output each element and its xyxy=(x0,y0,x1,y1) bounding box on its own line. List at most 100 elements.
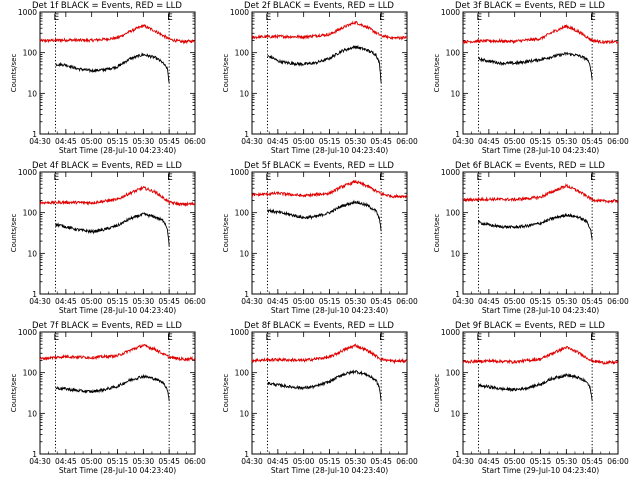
marker-label: E xyxy=(54,173,60,183)
plot-frame xyxy=(251,11,408,135)
x-tick-label: 05:00 xyxy=(81,297,103,306)
x-axis-label: Start Time (29-Jul-10 04:23:40) xyxy=(482,466,599,475)
y-tick-label: 1 xyxy=(32,290,37,299)
series-line xyxy=(55,52,170,84)
y-tick-label: 100 xyxy=(235,49,250,58)
x-tick-label: 05:45 xyxy=(581,137,603,146)
x-tick-label: 05:00 xyxy=(504,297,526,306)
y-tick-label: 10 xyxy=(239,249,249,258)
x-axis-label: Start Time (28-Jul-10 04:23:40) xyxy=(271,146,388,155)
x-tick-label: 05:45 xyxy=(581,457,603,466)
x-tick-label: 05:00 xyxy=(293,457,315,466)
y-tick-label: 1000 xyxy=(441,328,460,337)
chart-panel: Det 5f BLACK = Events, RED = LLD 1 10 100 10… xyxy=(222,161,418,315)
y-axis-label: Counts/sec xyxy=(10,54,18,93)
x-tick-label: 05:45 xyxy=(370,297,392,306)
marker-label: E xyxy=(266,173,272,183)
series-line xyxy=(251,20,408,41)
y-tick-label: 10 xyxy=(27,409,37,418)
x-tick-label: 04:30 xyxy=(241,137,263,146)
chart-title: Det 4f BLACK = Events, RED = LLD xyxy=(32,161,182,171)
y-tick-label: 10 xyxy=(27,89,37,98)
y-tick-label: 100 xyxy=(446,209,461,218)
x-tick-label: 06:00 xyxy=(607,137,629,146)
marker-label: E xyxy=(54,333,60,343)
x-axis-label: Start Time (28-Jul-10 04:23:40) xyxy=(59,146,176,155)
y-tick-label: 1000 xyxy=(230,328,249,337)
chart-title: Det 9f BLACK = Events, RED = LLD xyxy=(455,321,605,331)
series-line xyxy=(39,185,195,207)
x-tick-label: 04:45 xyxy=(267,457,289,466)
chart-title: Det 7f BLACK = Events, RED = LLD xyxy=(32,321,182,331)
plot-frame xyxy=(39,331,196,455)
chart-panel: Det 6f BLACK = Events, RED = LLD 1 10 100 10… xyxy=(433,161,629,315)
y-tick-label: 1 xyxy=(455,290,460,299)
plot-frame xyxy=(39,171,196,295)
y-tick-label: 10 xyxy=(450,249,460,258)
marker-label: E xyxy=(167,13,173,23)
series-line xyxy=(267,44,382,84)
marker-label: E xyxy=(590,173,596,183)
series-line xyxy=(39,343,196,362)
chart-panel: Det 4f BLACK = Events, RED = LLD 1 10 100 10… xyxy=(10,161,206,315)
x-tick-label: 05:45 xyxy=(370,137,392,146)
marker-label: E xyxy=(167,173,173,183)
y-tick-label: 10 xyxy=(450,89,460,98)
x-tick-label: 04:45 xyxy=(55,297,77,306)
x-tick-label: 05:00 xyxy=(293,297,315,306)
y-tick-label: 1 xyxy=(32,130,37,139)
y-axis-label: Counts/sec xyxy=(433,214,441,253)
y-tick-label: 100 xyxy=(235,369,250,378)
series-line xyxy=(462,345,619,365)
x-tick-label: 05:15 xyxy=(530,137,552,146)
chart-title: Det 2f BLACK = Events, RED = LLD xyxy=(244,1,394,11)
x-tick-label: 06:00 xyxy=(396,457,418,466)
plot-frame xyxy=(462,171,619,295)
x-tick-label: 05:45 xyxy=(158,137,180,146)
y-tick-label: 1000 xyxy=(18,328,37,337)
series-line xyxy=(267,199,382,232)
x-tick-label: 05:45 xyxy=(370,457,392,466)
x-tick-label: 05:15 xyxy=(319,297,341,306)
x-tick-label: 05:15 xyxy=(319,457,341,466)
series-line xyxy=(55,373,170,402)
x-tick-label: 05:15 xyxy=(530,457,552,466)
x-tick-label: 04:30 xyxy=(241,457,263,466)
x-tick-label: 05:00 xyxy=(504,137,526,146)
y-tick-label: 1000 xyxy=(18,8,37,17)
x-tick-label: 05:00 xyxy=(81,137,103,146)
x-tick-label: 05:15 xyxy=(107,297,129,306)
y-axis-label: Counts/sec xyxy=(10,214,18,253)
chart-panel: Det 7f BLACK = Events, RED = LLD 1 10 100 10… xyxy=(10,321,206,475)
x-tick-label: 04:45 xyxy=(55,137,77,146)
y-tick-label: 100 xyxy=(23,49,38,58)
x-tick-label: 06:00 xyxy=(184,137,206,146)
x-tick-label: 05:00 xyxy=(293,137,315,146)
x-tick-label: 04:45 xyxy=(55,457,77,466)
x-tick-label: 05:30 xyxy=(133,457,155,466)
x-tick-label: 04:30 xyxy=(29,457,51,466)
x-tick-label: 04:30 xyxy=(29,297,51,306)
x-tick-label: 04:45 xyxy=(267,297,289,306)
x-axis-label: Start Time (28-Jul-10 04:23:40) xyxy=(59,306,176,315)
x-tick-label: 05:30 xyxy=(556,297,578,306)
plot-frame xyxy=(251,171,408,295)
plot-frame xyxy=(251,331,408,455)
x-tick-label: 04:45 xyxy=(478,137,500,146)
chart-panel: Det 9f BLACK = Events, RED = LLD 1 10 100 10… xyxy=(433,321,629,475)
x-axis-label: Start Time (28-Jul-10 04:23:40) xyxy=(271,306,388,315)
x-tick-label: 06:00 xyxy=(184,297,206,306)
marker-label: E xyxy=(379,333,385,343)
x-tick-label: 06:00 xyxy=(607,457,629,466)
series-line xyxy=(267,369,382,402)
x-tick-label: 05:30 xyxy=(345,137,367,146)
x-tick-label: 04:30 xyxy=(452,297,474,306)
y-axis-label: Counts/sec xyxy=(433,374,441,413)
chart-panel: Det 2f BLACK = Events, RED = LLD 1 10 100 10… xyxy=(222,1,418,155)
y-tick-label: 1000 xyxy=(230,8,249,17)
x-tick-label: 05:30 xyxy=(345,457,367,466)
y-tick-label: 1000 xyxy=(441,168,460,177)
chart-title: Det 1f BLACK = Events, RED = LLD xyxy=(32,1,182,11)
series-line xyxy=(462,23,619,45)
x-tick-label: 06:00 xyxy=(607,297,629,306)
